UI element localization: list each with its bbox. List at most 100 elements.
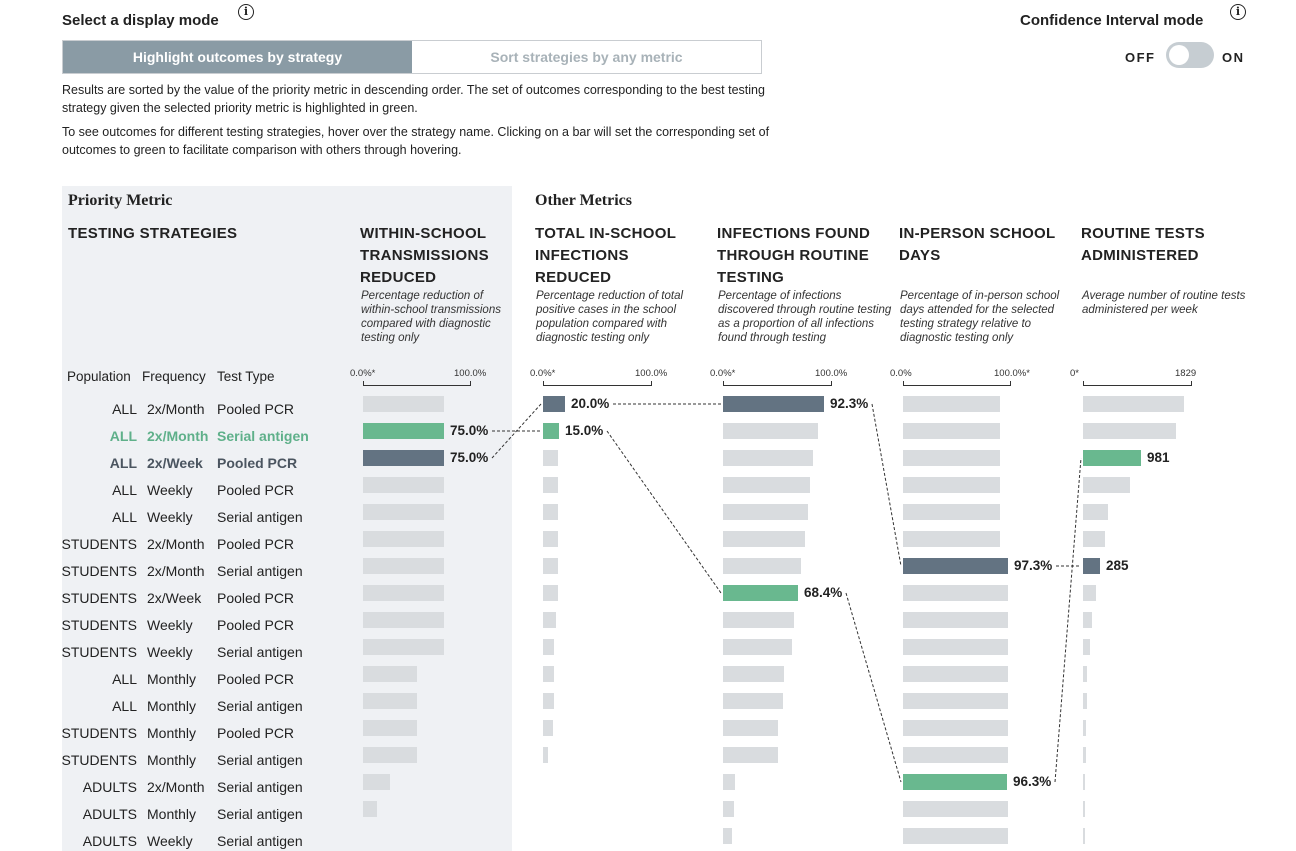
- row-population[interactable]: STUDENTS: [61, 590, 137, 606]
- metric-bar[interactable]: [1083, 396, 1184, 412]
- row-population[interactable]: ADULTS: [82, 779, 137, 795]
- metric-bar[interactable]: [1083, 450, 1141, 466]
- row-test-type[interactable]: Serial antigen: [217, 698, 303, 714]
- metric-bar[interactable]: [543, 585, 558, 601]
- metric-bar[interactable]: [363, 504, 444, 520]
- metric-bar[interactable]: [363, 693, 417, 709]
- metric-bar[interactable]: [723, 666, 784, 682]
- metric-bar[interactable]: [363, 666, 417, 682]
- row-frequency[interactable]: 2x/Week: [147, 590, 202, 606]
- metric-bar[interactable]: [1083, 504, 1108, 520]
- metric-bar[interactable]: [903, 774, 1007, 790]
- row-population[interactable]: ALL: [112, 671, 137, 687]
- metric-bar[interactable]: [723, 423, 818, 439]
- metric-bar[interactable]: [903, 423, 1000, 439]
- row-test-type[interactable]: Pooled PCR: [217, 455, 298, 471]
- metric-bar[interactable]: [363, 612, 444, 628]
- ci-mode-info-icon[interactable]: i: [1230, 4, 1246, 20]
- metric-bar[interactable]: [903, 585, 1008, 601]
- row-population[interactable]: ADULTS: [82, 806, 137, 822]
- metric-bar[interactable]: [543, 423, 559, 439]
- row-population[interactable]: ALL: [112, 401, 137, 417]
- metric-bar[interactable]: [1083, 477, 1130, 493]
- test-type-header[interactable]: Test Type: [217, 369, 275, 384]
- metric-bar[interactable]: [903, 666, 1008, 682]
- metric-bar[interactable]: [723, 774, 735, 790]
- metric-bar[interactable]: [1083, 423, 1176, 439]
- row-population[interactable]: ALL: [112, 698, 137, 714]
- metric-bar[interactable]: [363, 585, 444, 601]
- metric-bar[interactable]: [903, 531, 1000, 547]
- row-population[interactable]: STUDENTS: [61, 644, 137, 660]
- metric-bar[interactable]: [1083, 585, 1096, 601]
- metric-bar[interactable]: [1083, 531, 1105, 547]
- metric-bar[interactable]: [1083, 747, 1086, 763]
- row-frequency[interactable]: 2x/Month: [147, 401, 205, 417]
- metric-bar[interactable]: [543, 612, 556, 628]
- row-population[interactable]: STUDENTS: [61, 617, 137, 633]
- row-population[interactable]: STUDENTS: [61, 752, 137, 768]
- metric-bar[interactable]: [903, 504, 1000, 520]
- row-frequency[interactable]: 2x/Month: [147, 428, 209, 444]
- row-test-type[interactable]: Pooled PCR: [217, 482, 295, 498]
- frequency-header[interactable]: Frequency: [142, 369, 206, 384]
- row-population[interactable]: STUDENTS: [61, 536, 137, 552]
- row-test-type[interactable]: Serial antigen: [217, 806, 303, 822]
- metric-bar[interactable]: [903, 558, 1008, 574]
- metric-bar[interactable]: [543, 747, 548, 763]
- row-population[interactable]: ALL: [112, 509, 137, 525]
- row-test-type[interactable]: Serial antigen: [217, 779, 303, 795]
- metric-bar[interactable]: [1083, 801, 1085, 817]
- row-population[interactable]: ALL: [112, 482, 137, 498]
- row-test-type[interactable]: Pooled PCR: [217, 401, 295, 417]
- metric-bar[interactable]: [1083, 639, 1090, 655]
- metric-bar[interactable]: [1083, 774, 1085, 790]
- row-frequency[interactable]: 2x/Month: [147, 536, 205, 552]
- metric-bar[interactable]: [723, 477, 810, 493]
- row-test-type[interactable]: Serial antigen: [217, 509, 303, 525]
- metric-bar[interactable]: [723, 531, 805, 547]
- metric-bar[interactable]: [363, 747, 417, 763]
- metric-bar[interactable]: [363, 558, 444, 574]
- row-test-type[interactable]: Serial antigen: [217, 752, 303, 768]
- metric-bar[interactable]: [903, 639, 1008, 655]
- metric-bar[interactable]: [543, 666, 554, 682]
- row-test-type[interactable]: Pooled PCR: [217, 590, 295, 606]
- row-frequency[interactable]: Weekly: [147, 644, 193, 660]
- metric-bar[interactable]: [723, 801, 734, 817]
- metric-bar[interactable]: [543, 693, 554, 709]
- metric-bar[interactable]: [903, 477, 1000, 493]
- row-frequency[interactable]: 2x/Week: [147, 455, 203, 471]
- metric-bar[interactable]: [543, 450, 558, 466]
- metric-bar[interactable]: [543, 477, 558, 493]
- metric-bar[interactable]: [903, 747, 1008, 763]
- metric-bar[interactable]: [1083, 558, 1100, 574]
- metric-bar[interactable]: [543, 531, 558, 547]
- metric-bar[interactable]: [543, 396, 565, 412]
- population-header[interactable]: Population: [67, 369, 131, 384]
- metric-bar[interactable]: [1083, 612, 1092, 628]
- metric-bar[interactable]: [543, 558, 558, 574]
- row-frequency[interactable]: Monthly: [147, 671, 197, 687]
- row-test-type[interactable]: Pooled PCR: [217, 617, 295, 633]
- metric-bar[interactable]: [723, 828, 732, 844]
- metric-bar[interactable]: [723, 558, 801, 574]
- metric-bar[interactable]: [903, 828, 1008, 844]
- row-test-type[interactable]: Serial antigen: [217, 428, 309, 444]
- row-frequency[interactable]: Monthly: [147, 806, 197, 822]
- row-test-type[interactable]: Pooled PCR: [217, 725, 295, 741]
- metric-bar[interactable]: [363, 450, 444, 466]
- metric-bar[interactable]: [1083, 720, 1086, 736]
- row-test-type[interactable]: Pooled PCR: [217, 671, 295, 687]
- row-population[interactable]: ALL: [109, 455, 137, 471]
- metric-bar[interactable]: [723, 639, 792, 655]
- metric-bar[interactable]: [723, 612, 794, 628]
- metric-bar[interactable]: [903, 693, 1008, 709]
- metric-bar[interactable]: [903, 720, 1008, 736]
- metric-bar[interactable]: [363, 396, 444, 412]
- ci-mode-toggle[interactable]: [1166, 42, 1214, 68]
- metric-bar[interactable]: [543, 639, 554, 655]
- metric-bar[interactable]: [363, 639, 444, 655]
- metric-bar[interactable]: [543, 504, 558, 520]
- row-test-type[interactable]: Serial antigen: [217, 563, 303, 579]
